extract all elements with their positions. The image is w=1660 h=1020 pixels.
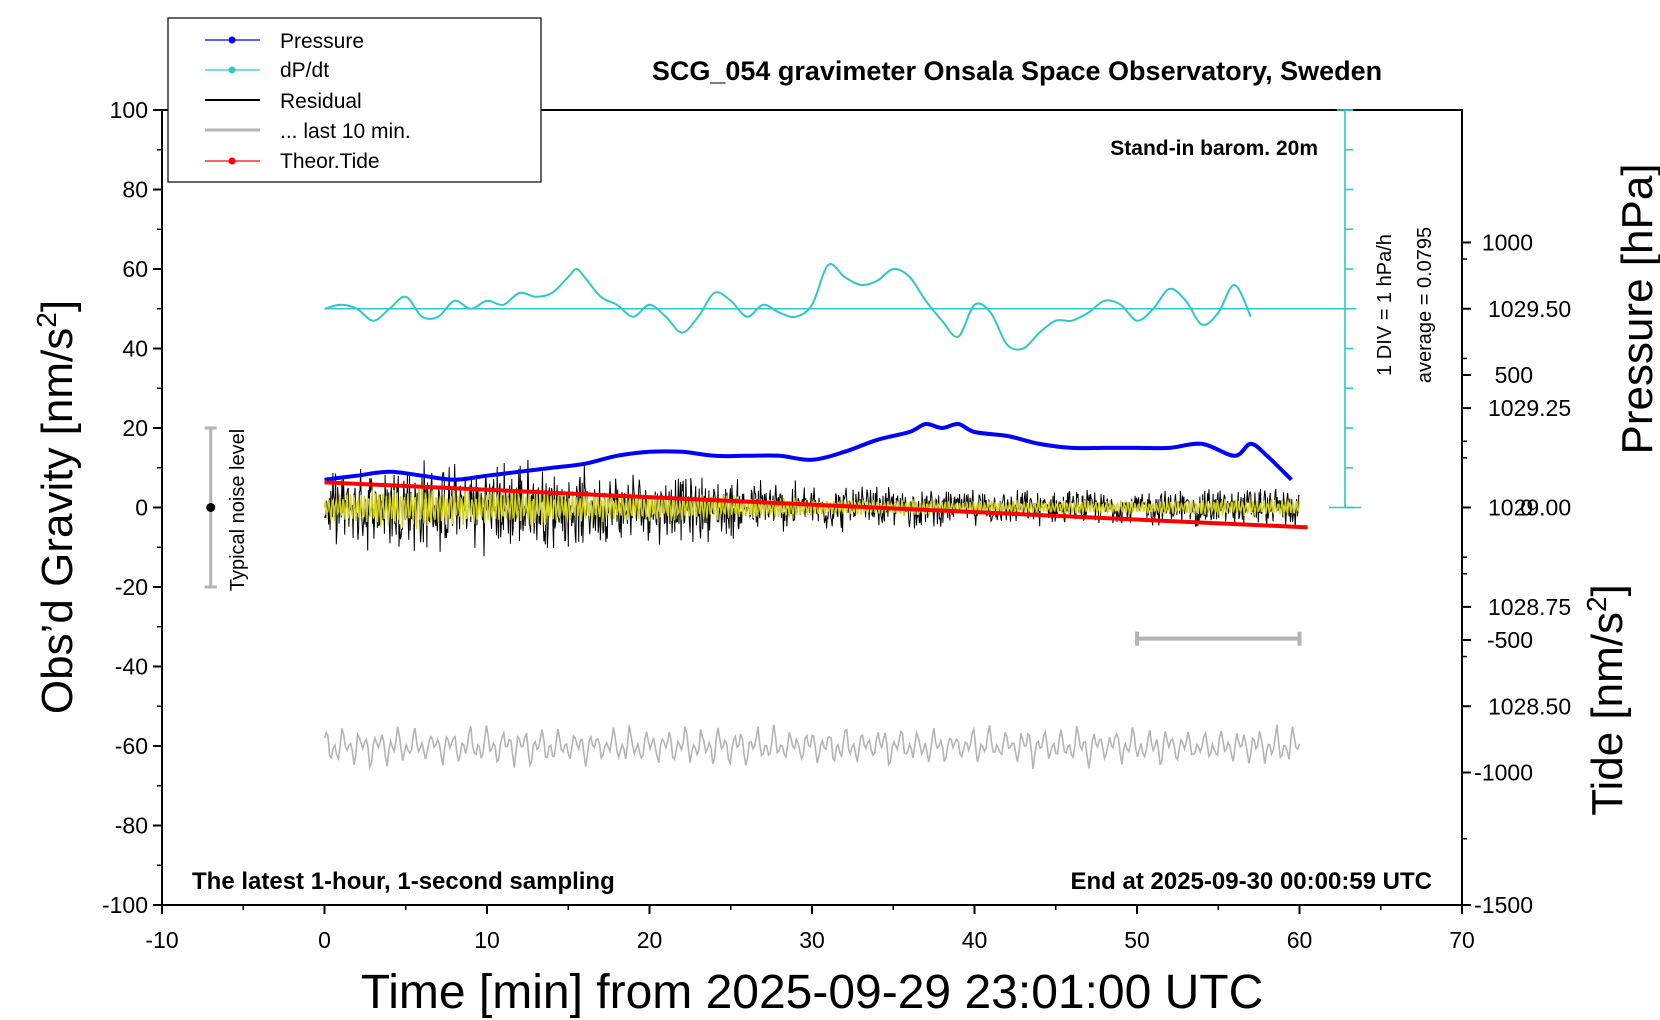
y-axis-title-tide-main: Tide [nm/s [1583, 612, 1632, 816]
legend-marker-dpdt [228, 66, 236, 74]
bottom-right-note: End at 2025-09-30 00:00:59 UTC [1071, 868, 1433, 895]
legend-label-dpdt: dP/dt [280, 59, 329, 82]
chart-title: SCG_054 gravimeter Onsala Space Observat… [652, 56, 1382, 86]
y-tick-label: 100 [110, 97, 148, 123]
y-tick-label: -100 [102, 892, 148, 918]
x-tick-label: 50 [1124, 927, 1150, 953]
x-tick-label: 10 [474, 927, 500, 953]
tide-axis-ticks: 1000 500 0 -500 -1000 -1500 [1462, 230, 1533, 918]
y-axis-ticks: 100 80 60 40 20 0 -20 -40 -60 -80 -100 [102, 97, 162, 918]
legend-item-dpdt: dP/dt [205, 59, 329, 82]
y-tick-label: -60 [115, 733, 148, 759]
barometer-note: Stand-in barom. 20m [1110, 137, 1318, 160]
x-tick-label: 70 [1449, 927, 1475, 953]
noise-label: Typical noise level [227, 429, 249, 591]
legend-label-tide: Theor.Tide [280, 150, 380, 173]
x-axis-ticks: -10 0 10 20 30 40 50 60 70 [145, 905, 1475, 953]
legend-marker-tide [228, 157, 236, 165]
legend-label-residual: Residual [280, 90, 362, 113]
x-tick-label: 60 [1287, 927, 1313, 953]
legend-item-last10: ... last 10 min. [205, 120, 411, 143]
y-tick-label: -20 [115, 574, 148, 600]
last-10-min-series [323, 724, 1301, 771]
pressure-series [324, 421, 1293, 482]
pressure-axis-ticks: 1029.50 1029.25 1029.00 1028.75 1028.50 [1462, 258, 1571, 719]
pressure-tick-label: 1029.25 [1488, 395, 1571, 421]
div-label: 1 DIV = 1 hPa/h [1374, 234, 1396, 376]
tide-tick-label: -1000 [1474, 760, 1533, 786]
last-10-min-line [323, 724, 1301, 771]
y-tick-label: -80 [115, 813, 148, 839]
bottom-left-note: The latest 1-hour, 1-second sampling [192, 868, 615, 895]
theoretical-tide-series [324, 480, 1308, 530]
legend: Pressure dP/dt Residual ... last 10 min.… [167, 17, 542, 183]
average-label: average = 0.0795 [1414, 227, 1436, 383]
legend-marker-pressure [228, 36, 236, 44]
tide-tick-label: -500 [1487, 627, 1533, 653]
y-axis-title-tide-end: ] [1583, 584, 1632, 596]
y-axis-title-tide-sup: 2 [1581, 596, 1612, 612]
tide-tick-label: 0 [1520, 495, 1533, 521]
legend-item-pressure: Pressure [205, 30, 364, 53]
legend-item-tide: Theor.Tide [205, 150, 380, 173]
pressure-tick-label: 1029.50 [1488, 296, 1571, 322]
y-tick-label: 20 [122, 415, 148, 441]
pressure-tick-label: 1029.00 [1488, 495, 1571, 521]
pressure-tick-label: 1028.50 [1488, 693, 1571, 719]
legend-label-pressure: Pressure [280, 30, 364, 53]
x-axis-title: Time [min] from 2025-09-29 23:01:00 UTC [361, 966, 1264, 1019]
y-axis-title-left-end: ] [33, 300, 82, 312]
dpdt-line [324, 263, 1252, 351]
y-tick-label: 40 [122, 336, 148, 362]
y-tick-label: 60 [122, 256, 148, 282]
tide-line [324, 480, 1308, 530]
pressure-line [324, 421, 1293, 482]
y-axis-title-left-sup: 2 [31, 312, 62, 328]
x-tick-label: 20 [637, 927, 663, 953]
y-tick-label: 80 [122, 177, 148, 203]
y-tick-label: 0 [135, 495, 148, 521]
y-axis-title-tide: Tide [nm/s2] [1581, 584, 1632, 816]
x-tick-label: -10 [145, 927, 178, 953]
noise-bar-center-dot [206, 503, 216, 512]
legend-item-residual: Residual [205, 90, 362, 113]
x-tick-label: 30 [799, 927, 825, 953]
tide-tick-label: 500 [1495, 362, 1533, 388]
dpdt-series [324, 109, 1361, 509]
legend-label-last10: ... last 10 min. [280, 120, 411, 143]
y-axis-title-pressure: Pressure [hPa] [1613, 163, 1660, 454]
y-axis-title-left: Obs’d Gravity [nm/s2] [31, 300, 82, 714]
tide-tick-label: -1500 [1474, 892, 1533, 918]
y-axis-title-left-main: Obs’d Gravity [nm/s [33, 328, 82, 714]
annotation-marks [204, 426, 1302, 646]
x-tick-label: 0 [318, 927, 331, 953]
pressure-tick-label: 1028.75 [1488, 594, 1571, 620]
x-tick-label: 40 [962, 927, 988, 953]
y-tick-label: -40 [115, 654, 148, 680]
tide-tick-label: 1000 [1482, 230, 1533, 256]
